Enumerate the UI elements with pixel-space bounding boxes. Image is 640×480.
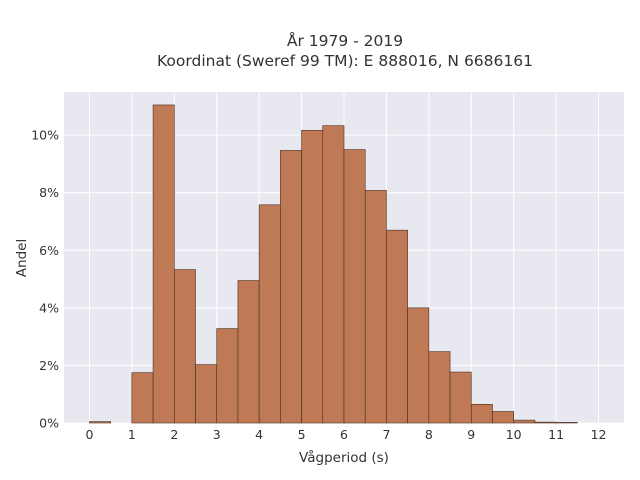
histogram-bar [343, 149, 366, 424]
y-tick-label: 0% [39, 416, 59, 431]
histogram-bar [195, 364, 218, 424]
histogram-bar [152, 104, 175, 424]
histogram-bar [237, 280, 260, 424]
x-tick-label: 0 [85, 427, 93, 442]
x-tick-label: 1 [128, 427, 136, 442]
y-tick-label: 10% [31, 128, 59, 143]
x-axis-label: Vågperiod (s) [299, 449, 389, 466]
y-tick-label: 4% [39, 300, 59, 315]
x-tick-label: 10 [506, 427, 522, 442]
histogram-bar [131, 372, 154, 424]
x-tick-label: 4 [255, 427, 263, 442]
histogram-bar [364, 190, 387, 424]
histogram-bar [280, 150, 302, 424]
histogram-bar [216, 328, 239, 424]
histogram-bar [449, 371, 472, 424]
x-tick-label: 9 [467, 427, 475, 442]
x-tick-label: 2 [170, 427, 178, 442]
y-tick-labels: 0% 2% 4% 6% 8% 10% [31, 128, 59, 431]
histogram-bar [428, 351, 451, 424]
histogram-bar [555, 422, 578, 424]
x-tick-label: 12 [591, 427, 607, 442]
x-tick-label: 8 [425, 427, 433, 442]
x-tick-label: 7 [382, 427, 390, 442]
x-tick-label: 6 [340, 427, 348, 442]
chart-title-line-1: År 1979 - 2019 [287, 31, 403, 50]
x-tick-label: 3 [213, 427, 221, 442]
histogram-bar [89, 421, 111, 424]
x-tick-labels: 0 1 2 3 4 5 6 7 8 9 10 11 12 [85, 427, 606, 442]
histogram-bar [174, 269, 196, 424]
x-tick-label: 5 [298, 427, 306, 442]
histogram-bar [513, 419, 536, 424]
histogram-bar [386, 229, 408, 424]
histogram-bar [258, 204, 281, 424]
y-tick-label: 2% [39, 358, 59, 373]
histogram-bar [470, 403, 493, 424]
bars [89, 104, 578, 424]
y-tick-label: 8% [39, 185, 59, 200]
histogram-bar [534, 421, 557, 424]
histogram-bar [301, 129, 324, 424]
histogram-bar [407, 307, 430, 424]
chart-title-line-2: Koordinat (Sweref 99 TM): E 888016, N 66… [157, 52, 533, 70]
y-tick-label: 6% [39, 243, 59, 258]
x-tick-label: 11 [548, 427, 564, 442]
y-axis-label: Andel [14, 239, 30, 277]
histogram-bar [322, 125, 345, 424]
histogram-bar [492, 411, 514, 424]
